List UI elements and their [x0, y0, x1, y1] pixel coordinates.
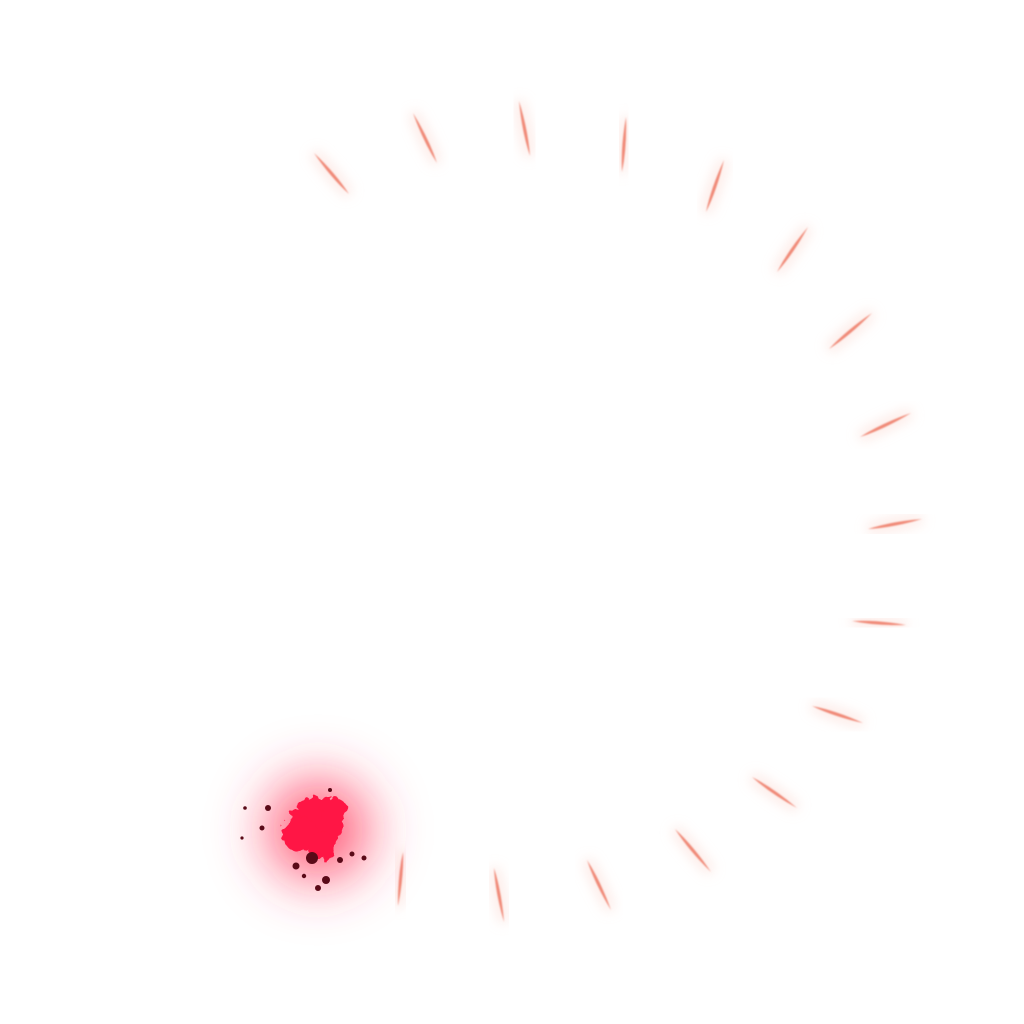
- slash-streak: [777, 227, 808, 272]
- slash-streak: [829, 313, 872, 349]
- impact-burst: [240, 752, 396, 908]
- slash-streak: [852, 620, 906, 626]
- slash-streaks: [309, 99, 924, 924]
- slash-streak: [868, 519, 922, 529]
- slash-streak: [706, 160, 724, 212]
- slash-streak: [494, 868, 504, 922]
- slash-streak: [587, 860, 611, 910]
- slash-streak: [812, 706, 863, 723]
- slash-streak: [397, 852, 404, 906]
- slash-streak: [314, 153, 349, 194]
- impact-core: [282, 796, 348, 860]
- slash-streak: [675, 829, 711, 872]
- slash-streak: [621, 117, 627, 172]
- slash-streak: [860, 413, 911, 437]
- slash-streak: [413, 113, 437, 163]
- slash-streak: [752, 777, 797, 808]
- impact-debris: [240, 788, 367, 891]
- slash-streak: [519, 101, 530, 156]
